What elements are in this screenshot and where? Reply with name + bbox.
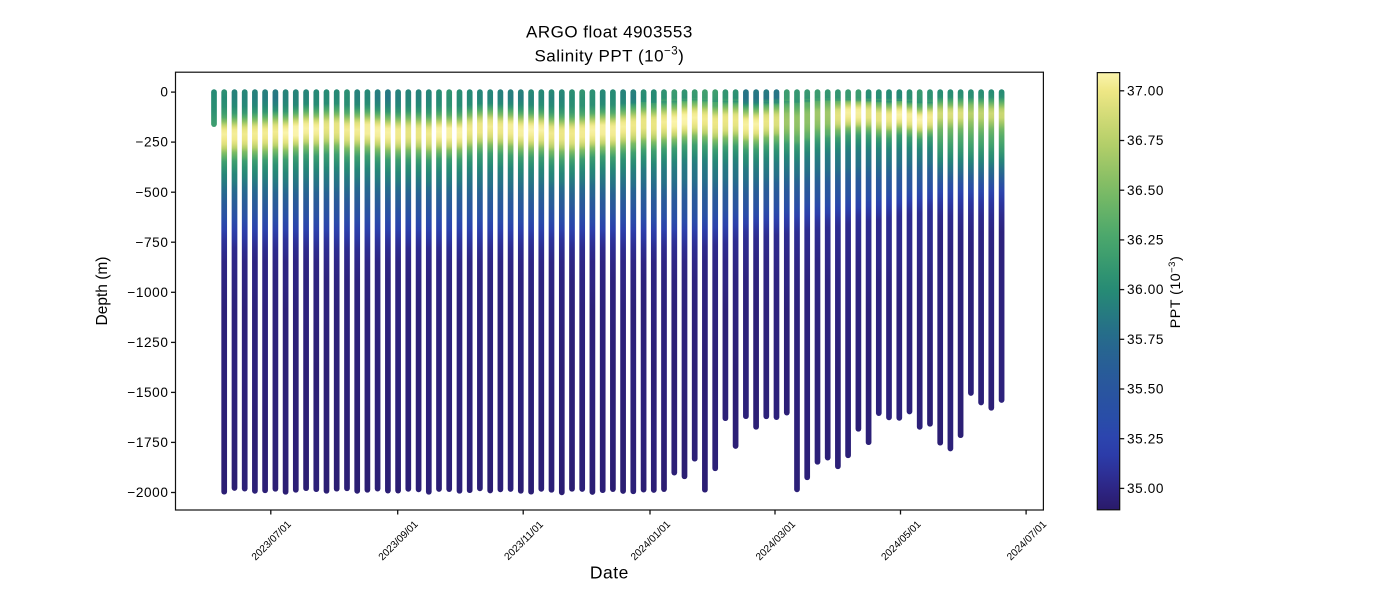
svg-text:0: 0 bbox=[160, 85, 168, 100]
svg-text:PPT (10−3): PPT (10−3) bbox=[1167, 256, 1184, 328]
svg-text:−250: −250 bbox=[135, 135, 168, 150]
svg-text:Salinity PPT (10−3): Salinity PPT (10−3) bbox=[534, 46, 684, 66]
svg-text:−750: −750 bbox=[135, 235, 168, 250]
svg-text:−1250: −1250 bbox=[127, 335, 168, 350]
svg-text:35.25: 35.25 bbox=[1127, 431, 1164, 446]
svg-text:−2000: −2000 bbox=[127, 485, 168, 500]
svg-text:ARGO float 4903553: ARGO float 4903553 bbox=[526, 23, 693, 42]
svg-text:35.75: 35.75 bbox=[1127, 332, 1164, 347]
svg-text:−500: −500 bbox=[135, 185, 168, 200]
svg-text:Date: Date bbox=[590, 563, 629, 583]
svg-text:35.50: 35.50 bbox=[1127, 382, 1164, 397]
svg-text:−1000: −1000 bbox=[127, 285, 168, 300]
svg-text:36.50: 36.50 bbox=[1127, 183, 1164, 198]
svg-text:−1750: −1750 bbox=[127, 435, 168, 450]
svg-text:35.00: 35.00 bbox=[1127, 481, 1164, 496]
svg-text:37.00: 37.00 bbox=[1127, 83, 1164, 98]
svg-text:Depth (m): Depth (m) bbox=[94, 257, 111, 326]
svg-text:−1500: −1500 bbox=[127, 385, 168, 400]
svg-text:36.00: 36.00 bbox=[1127, 282, 1164, 297]
svg-text:36.25: 36.25 bbox=[1127, 233, 1164, 248]
svg-text:36.75: 36.75 bbox=[1127, 133, 1164, 148]
